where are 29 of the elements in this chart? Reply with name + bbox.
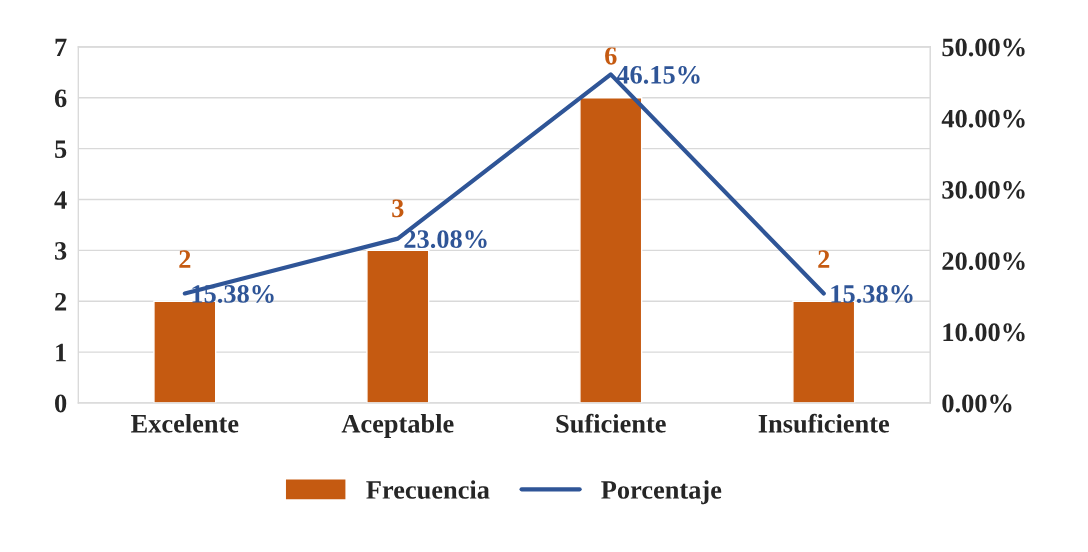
y2-tick-label: 50.00% <box>942 38 1025 57</box>
data-label: 6 <box>605 46 617 65</box>
y-tick-label: 7 <box>55 38 67 57</box>
y-tick-label: 5 <box>55 140 67 159</box>
bar <box>579 97 643 403</box>
y-tick-label: 2 <box>55 292 67 311</box>
x-tick-label: Aceptable <box>341 414 454 438</box>
y2-tick-label: 20.00% <box>942 252 1025 271</box>
y2-tick-label: 0.00% <box>942 394 1012 413</box>
x-tick-label: Insuficiente <box>758 413 890 433</box>
y-tick-label: 1 <box>56 343 66 362</box>
data-label: 3 <box>392 199 404 218</box>
y2-tick-label: 30.00% <box>942 180 1025 199</box>
bar <box>366 249 430 403</box>
legend-label: Porcentaje <box>601 480 722 505</box>
data-label: 2 <box>179 250 191 268</box>
y-tick-label: 3 <box>55 242 67 260</box>
data-label: 15.38% <box>831 285 913 303</box>
y-tick-label: 6 <box>54 89 67 108</box>
data-label: 46.15% <box>616 65 700 84</box>
data-label: 2 <box>818 250 830 268</box>
legend-label: Frecuencia <box>366 480 490 499</box>
data-label: 23.08% <box>404 230 487 249</box>
y2-tick-label: 10.00% <box>943 323 1025 342</box>
y2-tick-label: 40.00% <box>941 109 1025 128</box>
x-tick-label: Suficiente <box>556 413 666 433</box>
x-tick-label: Excelente <box>131 414 239 433</box>
y-tick-label: 4 <box>54 191 67 209</box>
y-tick-label: 0 <box>55 394 67 413</box>
